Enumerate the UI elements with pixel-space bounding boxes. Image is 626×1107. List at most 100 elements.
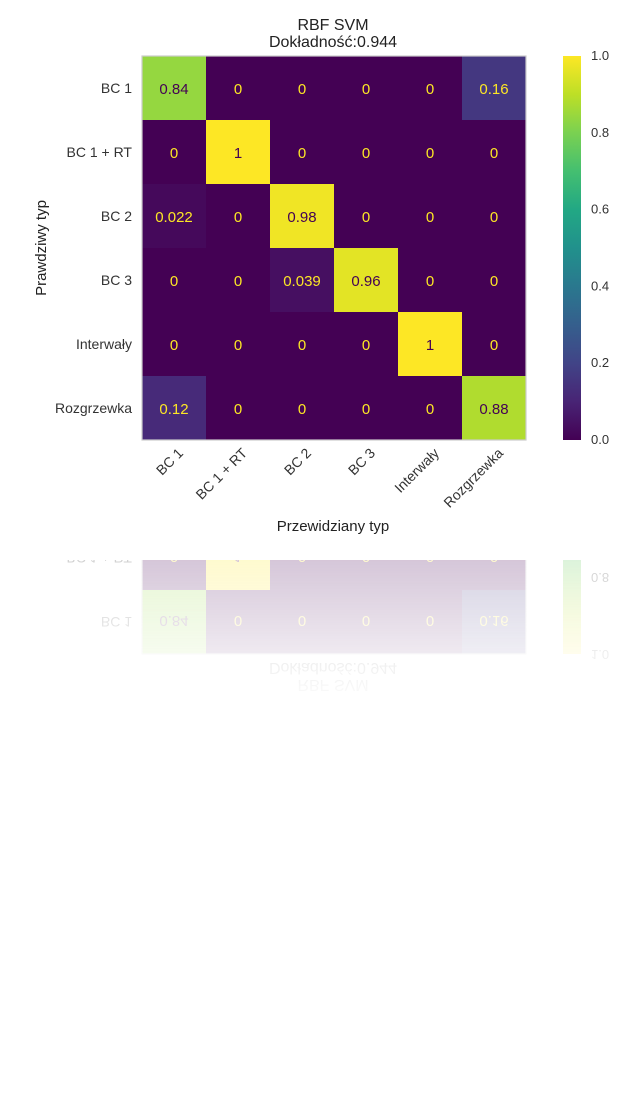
heatmap-cell (206, 560, 271, 590)
heatmap-cell (334, 120, 399, 185)
cell-value-label: 0 (298, 337, 306, 354)
cell-value-label: 0 (362, 209, 370, 226)
cell-value-label: 0 (170, 337, 178, 354)
cell-value-label: 0.16 (479, 612, 508, 629)
heatmap-cell (462, 248, 527, 313)
cell-value-label: 0.039 (283, 273, 321, 290)
cell-value-label: 0 (426, 560, 434, 565)
colorbar-ticks: 0.00.20.40.60.81.0 (591, 48, 609, 447)
cell-value-label: 0 (298, 145, 306, 162)
cell-value-label: 0 (490, 337, 498, 354)
cell-value-label: 0 (426, 273, 434, 290)
heatmap-cell (398, 560, 463, 590)
heatmap-cell (270, 120, 335, 185)
cell-value-label: 0.98 (287, 209, 316, 226)
cell-value-label: 0 (362, 337, 370, 354)
plot-frame (141, 560, 527, 655)
chart-reflection: RBF SVM Dokładność:0.944 0.84 0 0 0 0 0.16 0 1 0… (0, 560, 626, 710)
heatmap-cell (206, 184, 271, 249)
heatmap-cell (334, 56, 399, 121)
colorbar-ticks: 0.00.20.40.60.81.0 (591, 570, 609, 662)
heatmap-cell (462, 312, 527, 377)
heatmap-cell (462, 376, 527, 441)
cell-value-label: 0 (298, 612, 306, 629)
colorbar-tick-label: 0.4 (591, 278, 609, 293)
y-tick-label: BC 2 (101, 208, 132, 224)
y-tick-label: BC 3 (101, 272, 132, 288)
heatmap-cell (270, 56, 335, 121)
heatmap-cell (270, 589, 335, 654)
heatmap-cell (462, 56, 527, 121)
heatmap-cell (142, 376, 207, 441)
y-tick-label: Rozgrzewka (55, 400, 132, 416)
heatmap-cell (142, 589, 207, 654)
heatmap-cell (462, 589, 527, 654)
heatmap-cell (142, 248, 207, 313)
cell-value-label: 1 (234, 560, 242, 565)
x-tick-label: BC 1 + RT (192, 444, 250, 502)
cell-value-label: 0 (170, 145, 178, 162)
cell-value-label: 0 (362, 560, 370, 565)
confusion-matrix-chart: RBF SVM Dokładność:0.944 0.84 0 0 0 0 0.16 0 1 0… (33, 17, 609, 535)
y-tick-label: BC 1 (101, 80, 132, 96)
cell-value-label: 0 (298, 81, 306, 98)
heatmap-cells: 0.8400000.160100000.02200.98000000.0390.… (142, 560, 527, 654)
y-tick-label: BC 1 (101, 614, 132, 630)
heatmap-cell (270, 312, 335, 377)
cell-value-label: 0 (362, 401, 370, 418)
heatmap-cell (334, 312, 399, 377)
chart-title: RBF SVM (297, 17, 368, 34)
chart-title: RBF SVM (297, 676, 368, 693)
cell-value-label: 0.022 (155, 209, 193, 226)
cell-value-label: 0.84 (159, 81, 188, 98)
colorbar-tick-label: 0.0 (591, 432, 609, 447)
heatmap-cell (206, 376, 271, 441)
heatmap-cell (334, 184, 399, 249)
heatmap-cell (398, 589, 463, 654)
cell-value-label: 0 (490, 560, 498, 565)
heatmap-cell (206, 56, 271, 121)
heatmap-cell (334, 589, 399, 654)
cell-value-label: 0 (234, 401, 242, 418)
heatmap-cells: 0.84 0 0 0 0 0.16 0 1 0 0 0 0 0.022 0 0.98 0 0 0 0 0 0.039 0.… (142, 56, 527, 441)
colorbar-tick-label: 1.0 (591, 647, 609, 662)
cell-value-label: 0 (426, 145, 434, 162)
heatmap-cell (462, 560, 527, 590)
colorbar-tick-label: 0.8 (591, 570, 609, 585)
colorbar (563, 56, 581, 440)
colorbar-tick-label: 1.0 (591, 48, 609, 63)
heatmap-cell (142, 560, 207, 590)
heatmap-cell (270, 248, 335, 313)
cell-value-label: 0 (170, 273, 178, 290)
x-tick-label: BC 2 (281, 445, 314, 478)
colorbar-tick-label: 0.6 (591, 202, 609, 217)
y-tick-label: Interwały (76, 336, 132, 352)
chart-subtitle: Dokładność:0.944 (269, 659, 397, 676)
heatmap-cell (334, 560, 399, 590)
cell-value-label: 0.96 (351, 273, 380, 290)
cell-value-label: 0 (170, 560, 178, 565)
heatmap-cell (142, 120, 207, 185)
cell-value-label: 0 (234, 337, 242, 354)
cell-value-label: 1 (426, 337, 434, 354)
heatmap-cell (462, 120, 527, 185)
heatmap-cell (270, 560, 335, 590)
cell-value-label: 0 (426, 401, 434, 418)
y-tick-labels: BC 1 BC 1 + RT BC 2 BC 3 Interwały Rozgrzewka (55, 80, 132, 416)
y-tick-label: BC 1 + RT (67, 144, 133, 160)
heatmap-cell (142, 184, 207, 249)
heatmap-cell (206, 120, 271, 185)
cell-value-label: 0.16 (479, 81, 508, 98)
x-tick-label: Interwały (391, 445, 442, 496)
x-tick-label: BC 3 (345, 445, 378, 478)
cell-value-label: 0 (234, 273, 242, 290)
cell-value-label: 0 (234, 81, 242, 98)
heatmap-cell (206, 248, 271, 313)
cell-value-label: 0 (490, 273, 498, 290)
x-tick-label: Rozgrzewka (440, 445, 506, 511)
cell-value-label: 0 (426, 209, 434, 226)
colorbar-tick-label: 0.2 (591, 355, 609, 370)
heatmap-cell (398, 120, 463, 185)
